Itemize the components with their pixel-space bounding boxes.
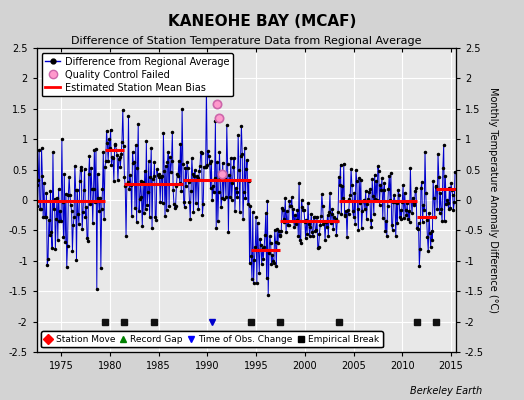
Legend: Station Move, Record Gap, Time of Obs. Change, Empirical Break: Station Move, Record Gap, Time of Obs. C… bbox=[41, 331, 383, 348]
Title: Difference of Station Temperature Data from Regional Average: Difference of Station Temperature Data f… bbox=[71, 36, 421, 46]
Text: Berkeley Earth: Berkeley Earth bbox=[410, 386, 482, 396]
Y-axis label: Monthly Temperature Anomaly Difference (°C): Monthly Temperature Anomaly Difference (… bbox=[488, 87, 498, 313]
Text: KANEOHE BAY (MCAF): KANEOHE BAY (MCAF) bbox=[168, 14, 356, 29]
